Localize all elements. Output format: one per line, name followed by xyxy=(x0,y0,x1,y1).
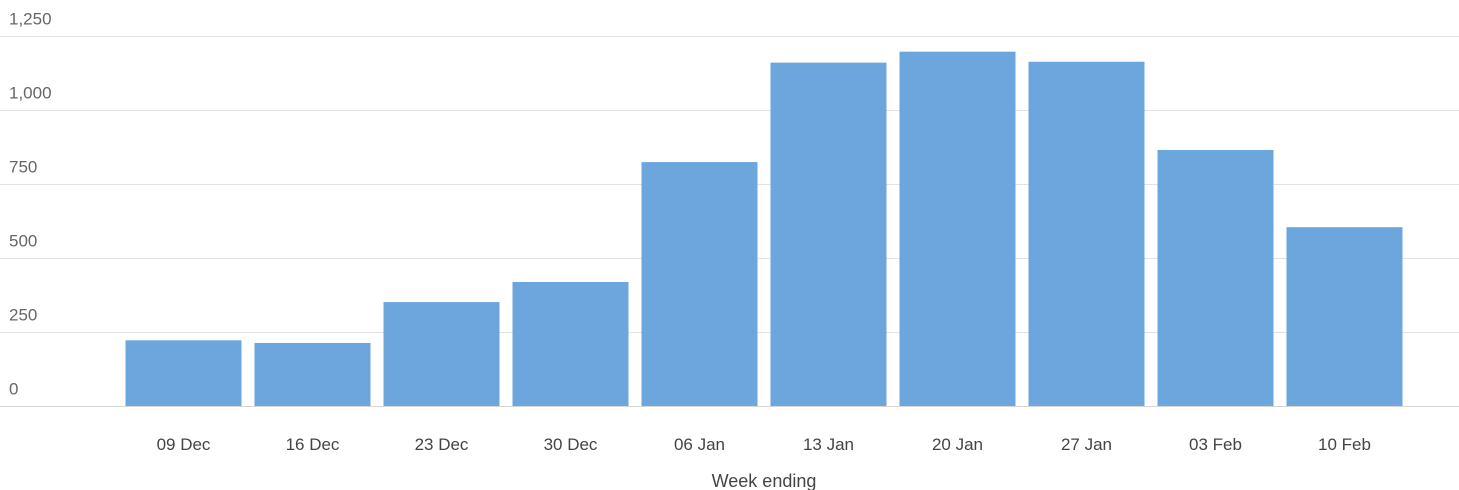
bar xyxy=(1286,227,1403,406)
bar xyxy=(770,62,887,406)
bar xyxy=(383,302,500,406)
y-tick-label: 0 xyxy=(9,380,18,399)
y-axis-ticks: 0 250 500 750 1,000 1,250 xyxy=(9,10,52,399)
y-tick-label: 250 xyxy=(9,306,37,325)
x-tick-label: 06 Jan xyxy=(674,435,725,454)
bar xyxy=(641,162,758,406)
x-tick-label: 16 Dec xyxy=(286,435,340,454)
bar xyxy=(254,342,371,406)
y-tick-label: 1,000 xyxy=(9,84,52,103)
bar xyxy=(1028,61,1145,406)
y-tick-label: 750 xyxy=(9,158,37,177)
x-tick-label: 23 Dec xyxy=(415,435,469,454)
bar xyxy=(899,51,1016,407)
bar xyxy=(125,340,242,406)
x-tick-label: 20 Jan xyxy=(932,435,983,454)
bars xyxy=(125,51,1403,407)
x-tick-label: 09 Dec xyxy=(157,435,211,454)
bar xyxy=(1157,149,1274,406)
x-tick-label: 13 Jan xyxy=(803,435,854,454)
x-axis-label: Week ending xyxy=(712,471,817,490)
y-tick-label: 1,250 xyxy=(9,10,52,29)
x-tick-label: 10 Feb xyxy=(1318,435,1371,454)
x-tick-label: 30 Dec xyxy=(544,435,598,454)
x-tick-label: 03 Feb xyxy=(1189,435,1242,454)
bar xyxy=(512,281,629,406)
x-tick-label: 27 Jan xyxy=(1061,435,1112,454)
y-tick-label: 500 xyxy=(9,232,37,251)
x-axis-ticks: 09 Dec 16 Dec 23 Dec 30 Dec 06 Jan 13 Jan 20 J… xyxy=(157,435,1371,454)
